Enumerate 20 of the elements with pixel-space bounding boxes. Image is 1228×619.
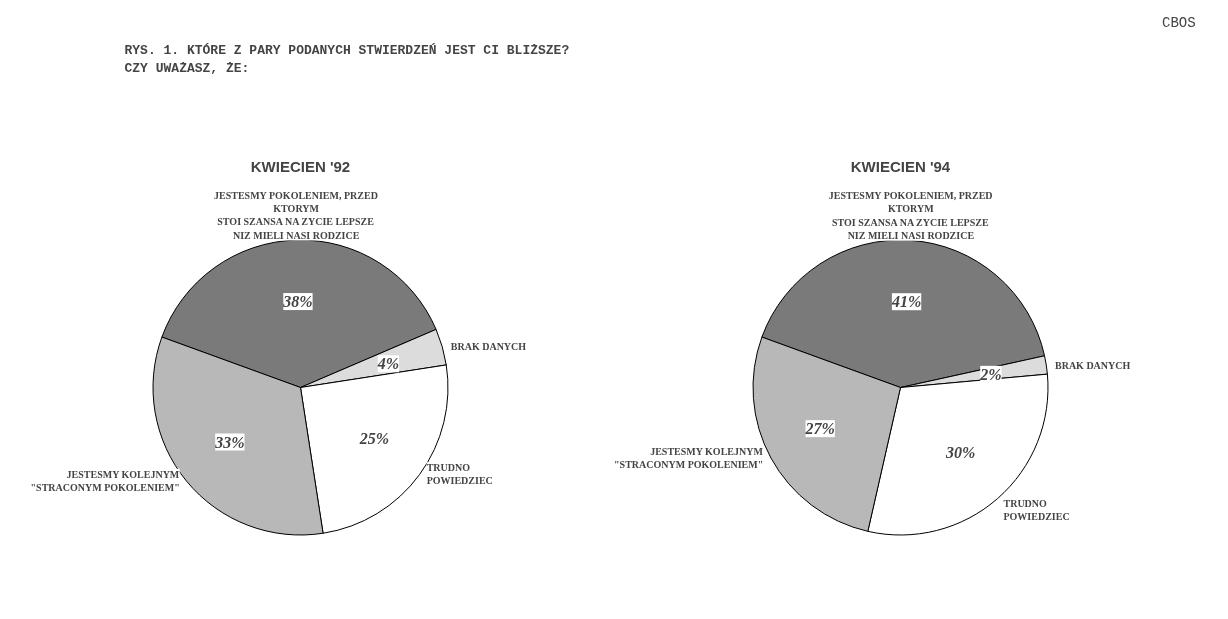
data-label: 25% xyxy=(358,429,389,447)
chart-title: KWIECIEN '94 xyxy=(850,157,951,175)
data-label: 30% xyxy=(945,443,976,461)
data-label: 38% xyxy=(282,293,313,311)
chart-title: KWIECIEN '92 xyxy=(250,157,351,175)
slice-label: TRUDNO POWIEDZIEC xyxy=(1003,498,1070,523)
slice-label: BRAK DANYCH xyxy=(450,341,527,353)
slice-label: JESTESMY POKOLENIEM, PRZED KTORYM STOI SZANSA NA ZYCIE LEPSZE NIZ MIELI NASI RODZICE xyxy=(828,190,993,241)
data-label: 2% xyxy=(979,365,1002,383)
text: CBOS xyxy=(1162,14,1196,31)
data-label: 33% xyxy=(214,433,245,451)
slice-label: JESTESMY POKOLENIEM, PRZED KTORYM STOI SZANSA NA ZYCIE LEPSZE NIZ MIELI NASI RODZICE xyxy=(214,189,378,241)
data-label: 41% xyxy=(890,293,922,311)
slice-label: JESTESMY KOLEJNYM "STRACONYM POKOLENIEM" xyxy=(614,445,764,470)
text: RYS. 1. KTÓRE Z PARY PODANYCH STWIERDZEŃ JEST CI BLIŻSZE? CZY UWAŻASZ, ŻE: xyxy=(124,42,570,76)
slice-label: JESTESMY KOLEJNYM "STRACONYM POKOLENIEM" xyxy=(30,468,180,493)
slice-label: TRUDNO POWIEDZIEC xyxy=(426,462,493,487)
slice-label: BRAK DANYCH xyxy=(1055,359,1131,371)
data-label: 27% xyxy=(804,420,835,438)
data-label: 4% xyxy=(376,355,400,373)
